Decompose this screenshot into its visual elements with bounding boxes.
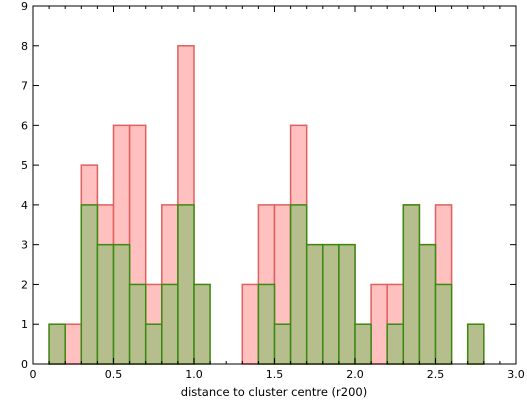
bar-series-2-bin-5 — [128, 283, 147, 365]
y-tick-label: 9 — [21, 0, 28, 13]
x-tick-label: 0 — [30, 368, 37, 381]
bar-series-1-bin-12 — [241, 283, 260, 365]
y-tick-label: 2 — [21, 278, 28, 291]
bar-series-2-bin-16 — [305, 243, 324, 365]
bar-series-1-bin-20 — [370, 283, 388, 365]
x-axis-label: distance to cluster centre (r200) — [181, 385, 367, 399]
y-tick-label: 0 — [21, 358, 28, 371]
bar-series-2-bin-19 — [354, 323, 372, 365]
bar-series-2-bin-4 — [112, 243, 131, 365]
y-tick-label: 5 — [21, 159, 28, 172]
bar-series-2-bin-13 — [257, 283, 276, 365]
bar-series-2-bin-26 — [466, 323, 485, 365]
y-tick-label: 8 — [21, 40, 28, 53]
x-tick-label: 0.5 — [105, 368, 123, 381]
bar-series-2-bin-2 — [80, 204, 99, 365]
bar-series-2-bin-8 — [177, 204, 195, 365]
bar-series-2-bin-15 — [289, 204, 308, 365]
y-tick-label: 3 — [21, 239, 28, 252]
bar-series-1-bin-1 — [64, 323, 83, 365]
ticks-layer: 0 0.5 1.0 1.5 2.0 2.5 3.0 0 1 2 3 4 5 6 7 8 9 — [21, 0, 525, 381]
bar-series-2-bin-9 — [193, 283, 211, 365]
bar-series-2-bin-24 — [434, 283, 453, 365]
bar-series-2-bin-7 — [161, 283, 179, 365]
y-tick-label: 1 — [21, 318, 28, 331]
y-tick-label: 7 — [21, 80, 28, 93]
bar-series-2-bin-6 — [144, 323, 163, 365]
y-tick-label: 6 — [21, 119, 28, 132]
x-tick-label: 1.0 — [185, 368, 203, 381]
bar-series-2-bin-17 — [322, 243, 340, 365]
bar-series-2-bin-0 — [48, 323, 66, 365]
y-tick-label: 4 — [21, 199, 28, 212]
bar-series-2-bin-14 — [273, 323, 292, 365]
x-tick-label: 2.5 — [427, 368, 445, 381]
x-tick-label: 2.0 — [346, 368, 364, 381]
bar-series-2-bin-18 — [338, 243, 356, 365]
bar-series-2-bin-3 — [96, 243, 115, 365]
bar-series-2-bin-21 — [386, 323, 405, 365]
x-tick-label: 3.0 — [507, 368, 525, 381]
bar-series-2-bin-22 — [402, 204, 421, 365]
bars-layer — [48, 45, 485, 365]
x-tick-label: 1.5 — [266, 368, 284, 381]
bar-series-2-bin-23 — [418, 243, 437, 365]
